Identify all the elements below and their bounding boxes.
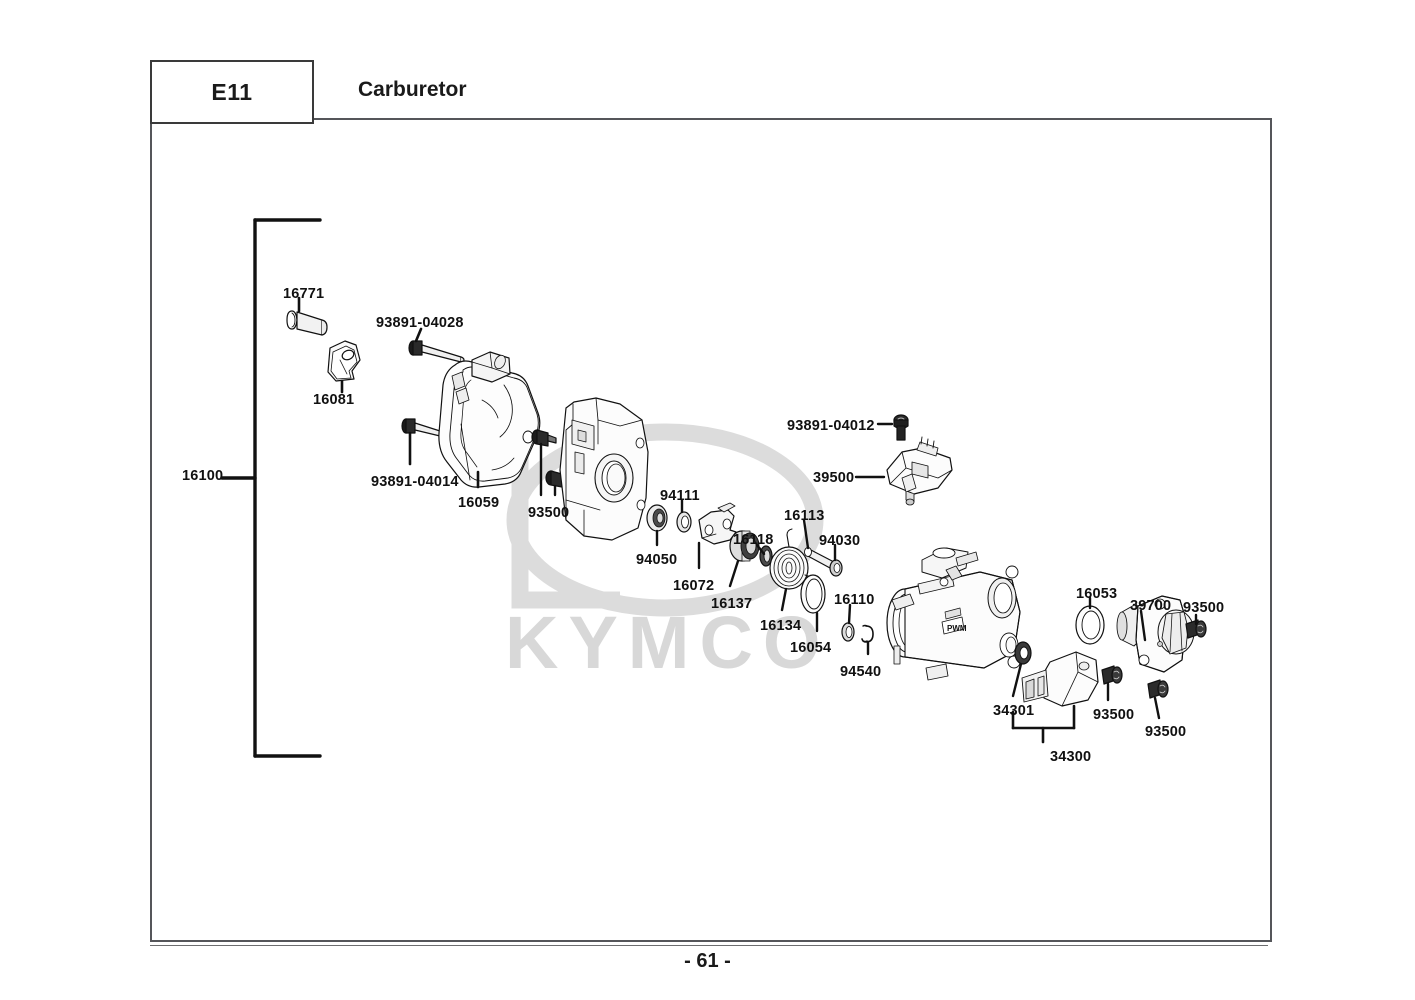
leader-16110: [847, 603, 852, 625]
diagram-frame: [150, 118, 1272, 942]
part-93891-04012: [893, 414, 909, 441]
section-code: E11: [211, 78, 253, 105]
leader-16113: [802, 518, 810, 550]
callout-16100: 16100: [182, 468, 224, 484]
part-94030: [829, 559, 843, 577]
part-39500: [886, 436, 953, 506]
callout-39700: 39700: [1130, 598, 1172, 614]
group-bracket-16100: [220, 218, 322, 758]
callout-16771: 16771: [283, 286, 325, 302]
part-93500-d: [1147, 679, 1169, 699]
part-16072: [698, 502, 737, 545]
callout-94540: 94540: [840, 664, 882, 680]
callout-16053: 16053: [1076, 586, 1118, 602]
leader-93500-d: [1153, 696, 1161, 720]
footer-divider: [150, 945, 1268, 946]
callout-94030: 94030: [819, 533, 861, 549]
callout-16072: 16072: [673, 578, 715, 594]
callout-93500-c: 93500: [1093, 707, 1135, 723]
callout-16054: 16054: [790, 640, 832, 656]
svg-text:PWM: PWM: [947, 624, 967, 633]
callout-94111: 94111: [660, 488, 700, 504]
leader-16134: [780, 587, 788, 612]
section-code-box: E11: [150, 60, 314, 124]
callout-39500: 39500: [813, 470, 855, 486]
callout-93891-04014: 93891-04014: [371, 474, 459, 490]
callout-16113: 16113: [784, 508, 825, 524]
part-throttle-body: PWM: [886, 547, 1021, 681]
callout-93500-a: 93500: [528, 505, 570, 521]
leader-16137: [728, 559, 740, 588]
part-93891-04014: [401, 418, 444, 437]
part-39700: [1116, 595, 1195, 673]
part-93500-c: [1101, 665, 1123, 685]
leader-34301: [1011, 662, 1023, 698]
part-93891-04028: [408, 340, 465, 363]
part-94050: [646, 504, 668, 532]
part-16110: [841, 622, 855, 642]
callout-34300: 34300: [1050, 749, 1092, 765]
callout-16118: 16118: [733, 532, 774, 548]
callout-93891-04028: 93891-04028: [376, 315, 464, 331]
part-94111: [676, 511, 692, 533]
part-16137: [729, 530, 760, 562]
callout-93500-b: 93500: [1183, 600, 1225, 616]
callout-16081: 16081: [313, 392, 355, 408]
part-34301: [1014, 641, 1032, 665]
part-carburetor-body: [559, 397, 649, 541]
part-16771: [286, 310, 328, 336]
callout-94050: 94050: [636, 552, 678, 568]
bracket-34300: [1011, 704, 1076, 744]
callout-16137: 16137: [711, 596, 753, 612]
part-34300: [1021, 651, 1099, 707]
leader-93891-04028: [414, 327, 423, 343]
callout-16134: 16134: [760, 618, 802, 634]
callout-93891-04012: 93891-04012: [787, 418, 875, 434]
part-16081: [327, 340, 361, 382]
part-16054: [800, 574, 826, 614]
part-94540: [861, 624, 874, 643]
part-16134: [769, 528, 818, 590]
callout-93500-d: 93500: [1145, 724, 1187, 740]
callout-16110: 16110: [834, 592, 875, 608]
part-16053: [1075, 605, 1105, 645]
section-title: Carburetor: [358, 78, 467, 101]
callout-16059: 16059: [458, 495, 500, 511]
callout-34301: 34301: [993, 703, 1035, 719]
leader-39700: [1139, 609, 1147, 642]
page-number: - 61 -: [684, 950, 731, 972]
leader-16118: [755, 543, 766, 556]
part-16059: [438, 351, 541, 488]
